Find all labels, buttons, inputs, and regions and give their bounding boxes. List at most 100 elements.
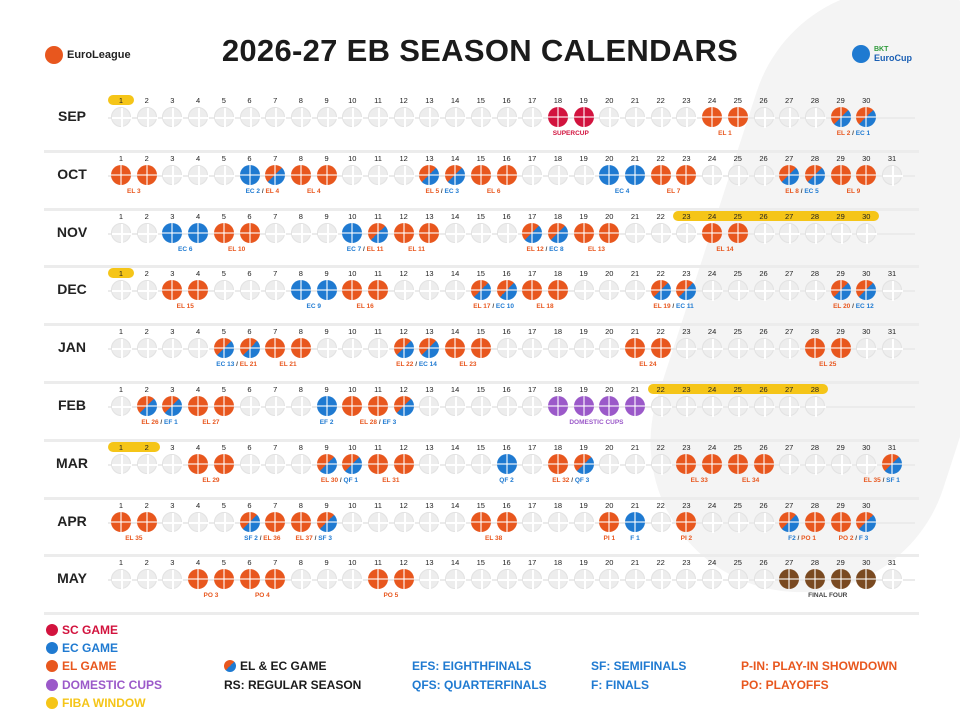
game-ball-elec[interactable] — [856, 107, 877, 127]
game-ball-el[interactable] — [676, 164, 697, 185]
game-ball-elec[interactable] — [393, 395, 414, 416]
game-ball-elec[interactable] — [779, 511, 800, 532]
game-ball-el[interactable] — [830, 338, 851, 359]
game-ball-elec[interactable] — [393, 338, 414, 359]
game-ball-elec[interactable] — [830, 280, 851, 301]
game-ball-elec[interactable] — [213, 338, 234, 359]
game-ball-elec[interactable] — [470, 280, 491, 301]
game-ball-el[interactable] — [342, 280, 363, 301]
game-ball-elec[interactable] — [856, 280, 877, 301]
game-ball-el[interactable] — [393, 222, 414, 243]
game-ball-el[interactable] — [599, 511, 620, 532]
game-ball-el[interactable] — [804, 338, 825, 359]
game-ball-dc[interactable] — [573, 395, 594, 416]
game-ball-el[interactable] — [213, 453, 234, 474]
game-ball-el[interactable] — [856, 164, 877, 185]
game-ball-el[interactable] — [111, 511, 131, 532]
game-ball-elec[interactable] — [882, 453, 902, 474]
game-ball-el[interactable] — [650, 164, 671, 185]
game-ball-ec[interactable] — [599, 164, 620, 185]
game-ball-el[interactable] — [496, 164, 517, 185]
game-ball-ec[interactable] — [342, 222, 363, 243]
game-ball-elec[interactable] — [368, 222, 388, 243]
game-ball-elec[interactable] — [136, 395, 157, 416]
game-ball-el[interactable] — [368, 453, 388, 474]
game-ball-el[interactable] — [676, 511, 697, 532]
game-ball-el[interactable] — [136, 511, 157, 532]
game-ball-ec[interactable] — [316, 395, 337, 416]
game-ball-el[interactable] — [419, 222, 440, 243]
game-ball-ec[interactable] — [290, 280, 311, 301]
game-ball-el[interactable] — [599, 222, 620, 243]
game-ball-el[interactable] — [368, 395, 388, 416]
game-ball-elec[interactable] — [856, 511, 877, 532]
game-ball-el[interactable] — [573, 222, 594, 243]
game-ball-el[interactable] — [522, 280, 543, 301]
game-ball-ec[interactable] — [496, 453, 517, 474]
game-ball-elec[interactable] — [830, 107, 851, 127]
game-ball-el[interactable] — [393, 569, 414, 590]
game-ball-el[interactable] — [625, 338, 645, 359]
game-ball-el[interactable] — [265, 511, 286, 532]
game-ball-el[interactable] — [368, 569, 388, 590]
game-ball-el[interactable] — [445, 338, 466, 359]
game-ball-el[interactable] — [727, 453, 748, 474]
game-ball-el[interactable] — [393, 453, 414, 474]
game-ball-elec[interactable] — [419, 338, 440, 359]
game-ball-elec[interactable] — [316, 453, 337, 474]
game-ball-elec[interactable] — [239, 338, 260, 359]
game-ball-elec[interactable] — [804, 164, 825, 185]
game-ball-el[interactable] — [239, 222, 260, 243]
game-ball-el[interactable] — [753, 453, 774, 474]
game-ball-el[interactable] — [188, 395, 209, 416]
game-ball-ec[interactable] — [188, 222, 209, 243]
game-ball-dc[interactable] — [599, 395, 620, 416]
game-ball-elec[interactable] — [676, 280, 697, 301]
game-ball-ff[interactable] — [779, 569, 800, 590]
game-ball-el[interactable] — [470, 338, 491, 359]
game-ball-elec[interactable] — [265, 164, 286, 185]
game-ball-el[interactable] — [496, 511, 517, 532]
game-ball-el[interactable] — [727, 107, 748, 127]
game-ball-el[interactable] — [188, 569, 209, 590]
game-ball-el[interactable] — [111, 164, 131, 185]
game-ball-elec[interactable] — [650, 280, 671, 301]
game-ball-el[interactable] — [213, 395, 234, 416]
game-ball-el[interactable] — [804, 511, 825, 532]
game-ball-el[interactable] — [470, 511, 491, 532]
game-ball-el[interactable] — [188, 453, 209, 474]
game-ball-el[interactable] — [547, 280, 568, 301]
game-ball-elec[interactable] — [342, 453, 363, 474]
game-ball-el[interactable] — [702, 222, 723, 243]
game-ball-el[interactable] — [213, 569, 234, 590]
game-ball-elec[interactable] — [162, 395, 183, 416]
game-ball-el[interactable] — [239, 569, 260, 590]
game-ball-el[interactable] — [136, 164, 157, 185]
game-ball-el[interactable] — [702, 107, 723, 127]
game-ball-ec[interactable] — [625, 164, 645, 185]
game-ball-dc[interactable] — [547, 395, 568, 416]
game-ball-elec[interactable] — [239, 511, 260, 532]
game-ball-el[interactable] — [162, 280, 183, 301]
game-ball-el[interactable] — [727, 222, 748, 243]
game-ball-el[interactable] — [650, 338, 671, 359]
game-ball-sc[interactable] — [547, 107, 568, 127]
game-ball-elec[interactable] — [779, 164, 800, 185]
game-ball-el[interactable] — [265, 338, 286, 359]
game-ball-ec[interactable] — [239, 164, 260, 185]
game-ball-ec[interactable] — [316, 280, 337, 301]
game-ball-el[interactable] — [470, 164, 491, 185]
game-ball-elec[interactable] — [419, 164, 440, 185]
game-ball-ff[interactable] — [856, 569, 877, 590]
game-ball-el[interactable] — [342, 395, 363, 416]
game-ball-ff[interactable] — [804, 569, 825, 590]
game-ball-sc[interactable] — [573, 107, 594, 127]
game-ball-el[interactable] — [316, 164, 337, 185]
game-ball-elec[interactable] — [496, 280, 517, 301]
game-ball-el[interactable] — [830, 511, 851, 532]
game-ball-el[interactable] — [213, 222, 234, 243]
game-ball-elec[interactable] — [522, 222, 543, 243]
game-ball-el[interactable] — [368, 280, 388, 301]
game-ball-el[interactable] — [188, 280, 209, 301]
game-ball-dc[interactable] — [625, 395, 645, 416]
